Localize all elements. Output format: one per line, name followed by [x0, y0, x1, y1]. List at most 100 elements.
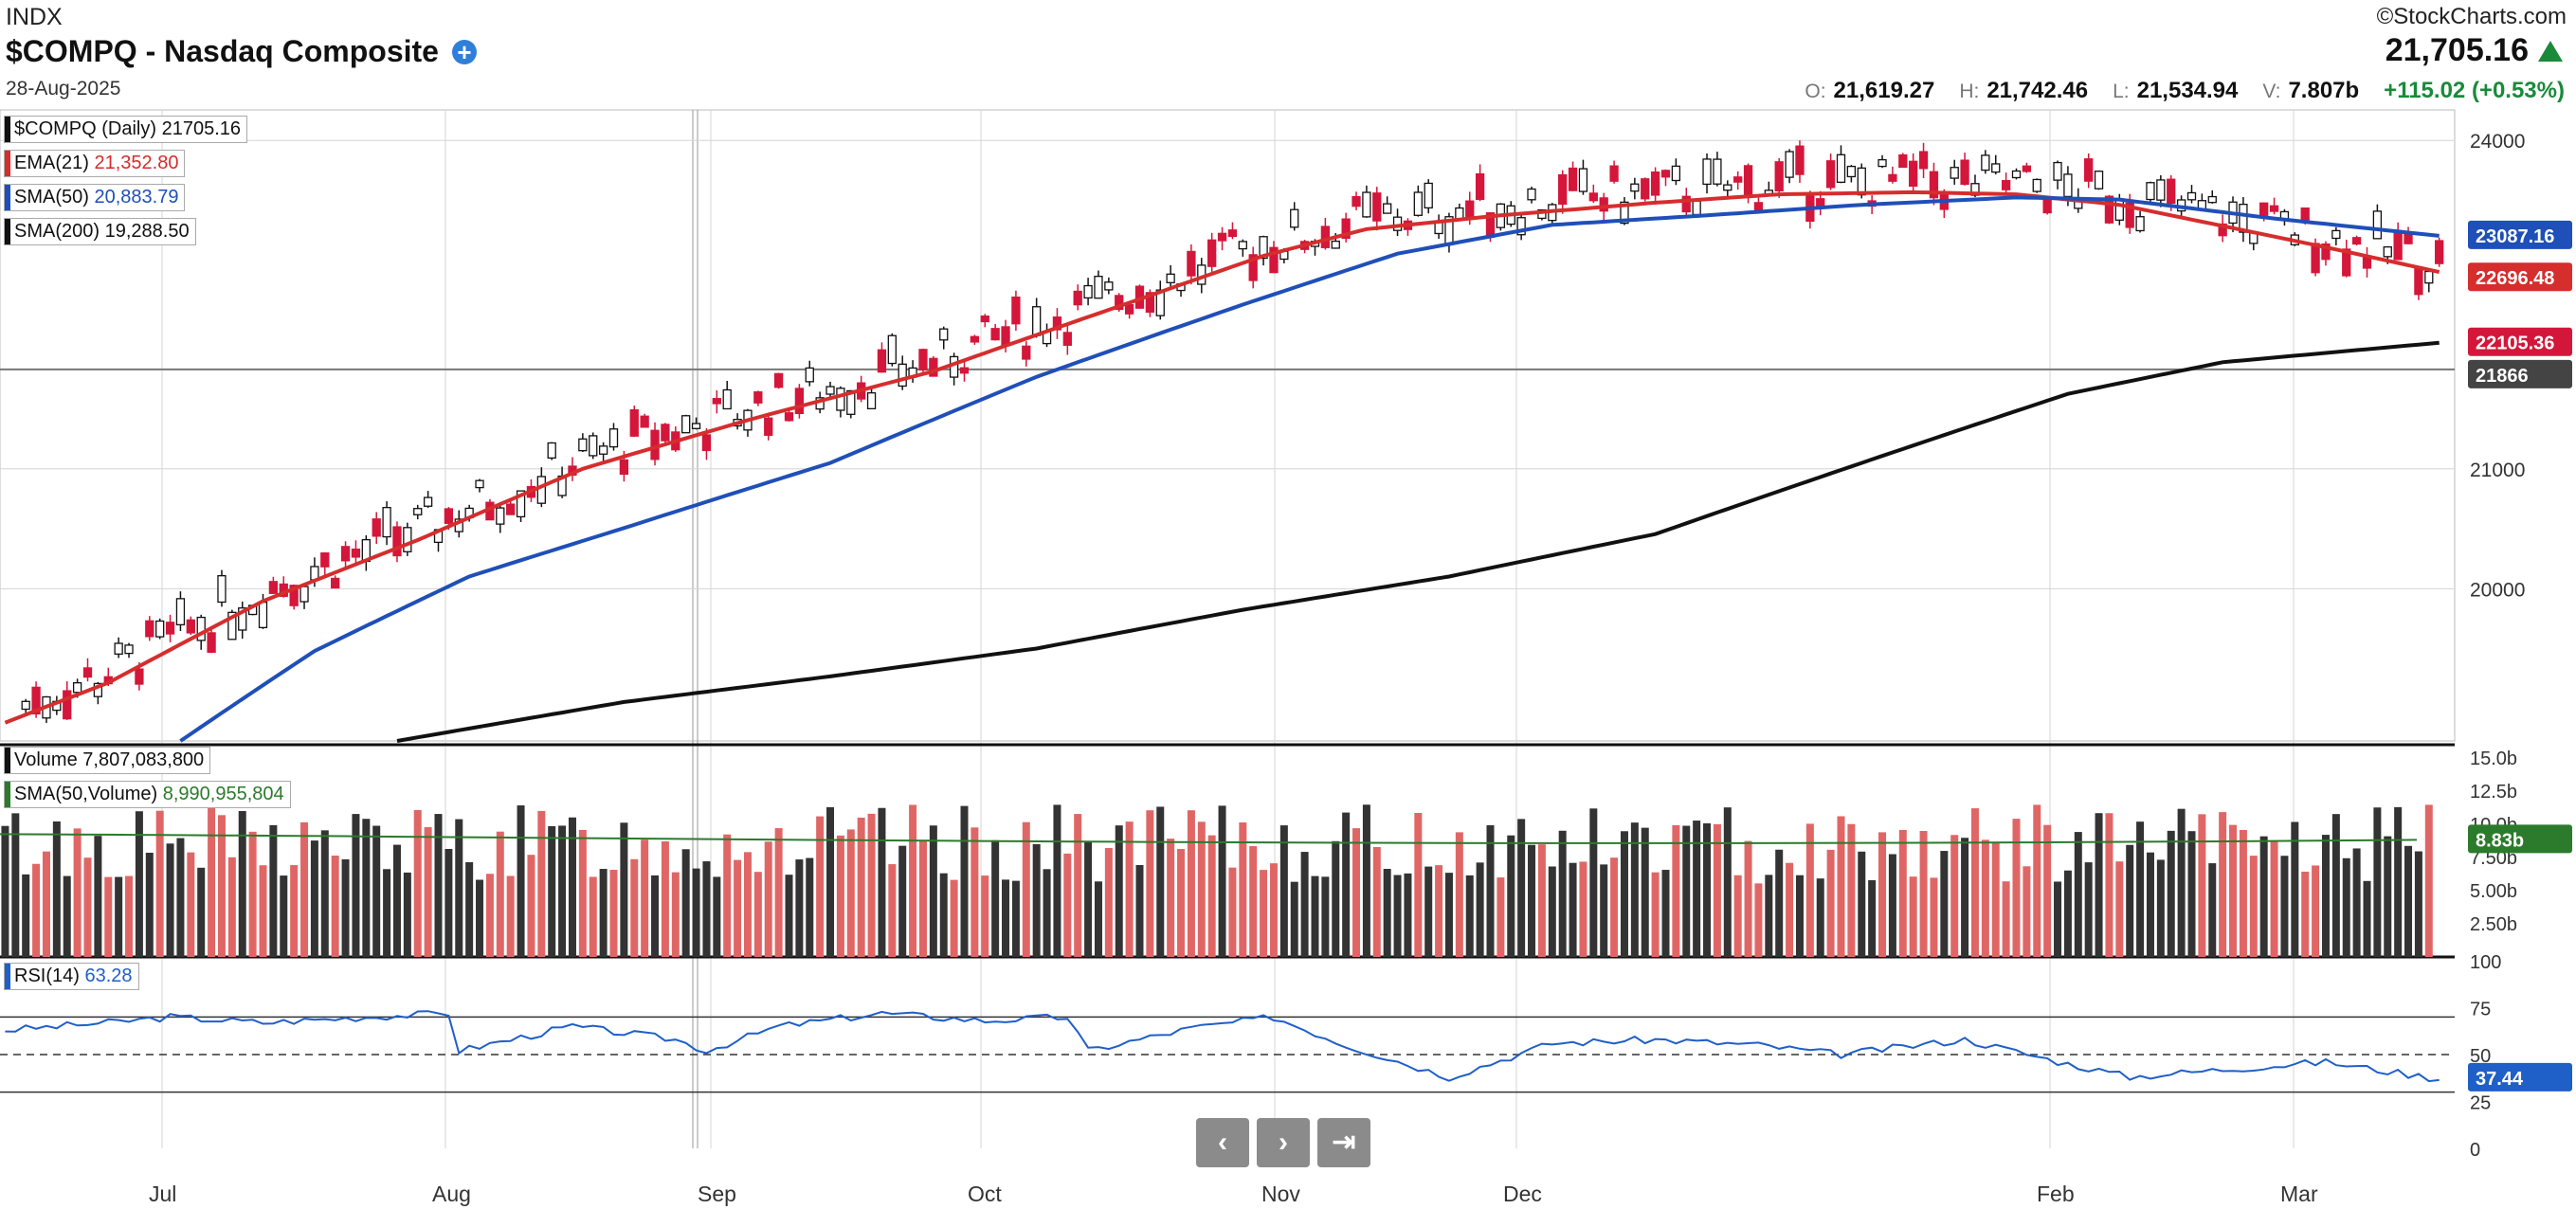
volume-bar [94, 836, 102, 957]
volume-bar [1805, 823, 1814, 957]
volume-bar [1383, 869, 1391, 957]
candle [2269, 205, 2279, 212]
candle [2393, 229, 2403, 261]
price-change: +115.02 (+0.53%) [2384, 78, 2565, 103]
chart-date: 28-Aug-2025 [6, 78, 121, 99]
volume-bar [971, 827, 979, 957]
volume-bar [2291, 821, 2299, 957]
volume-bar [455, 819, 463, 957]
add-icon[interactable]: + [451, 39, 477, 64]
volume-bar [702, 861, 711, 957]
end-button[interactable]: ⇥ [1317, 1118, 1370, 1167]
volume-bar [857, 817, 865, 957]
candle [2053, 161, 2062, 181]
volume-bar [713, 876, 721, 957]
low-label: L: [2113, 81, 2130, 102]
candle [1124, 304, 1134, 315]
volume-bar [517, 805, 525, 957]
candle [939, 328, 949, 341]
candle [258, 601, 268, 629]
candle [1774, 161, 1784, 192]
candle [289, 585, 299, 606]
volume-bar [630, 858, 639, 957]
candle [165, 622, 175, 635]
candle [1918, 151, 1929, 170]
legend-vol-sma: SMA(50,Volume) 8,990,955,804 [4, 781, 291, 808]
month-tick-label: Oct [968, 1182, 1002, 1206]
candle [2125, 202, 2134, 228]
legend-sma50: SMA(50) 20,883.79 [4, 184, 186, 211]
volume-bar [1497, 877, 1505, 957]
volume-bar [1868, 880, 1877, 957]
volume-bar [506, 875, 515, 957]
candle [929, 357, 938, 377]
candle [578, 438, 588, 452]
volume-bar [217, 815, 226, 957]
volume-bar [269, 824, 278, 957]
volume-bar [135, 811, 143, 957]
volume-bar [692, 868, 700, 957]
volume-bar [1620, 831, 1628, 957]
volume-bar [651, 875, 660, 957]
volume-bar [620, 822, 628, 957]
volume-bar [816, 816, 825, 957]
volume-bar [2280, 856, 2289, 957]
volume-bar [960, 805, 969, 957]
candle [2351, 237, 2362, 245]
volume-bar [372, 825, 381, 957]
volume-bar [1930, 877, 1938, 957]
volume-bar [1444, 873, 1453, 957]
candle [1888, 173, 1897, 182]
chart-title: $COMPQ - Nasdaq Composite [6, 34, 439, 68]
volume-bar [1837, 816, 1845, 957]
volume-bar [383, 869, 391, 957]
candle [1187, 250, 1196, 277]
candle [836, 388, 845, 411]
candle [1671, 165, 1681, 182]
candle [351, 548, 361, 558]
rsi-tick-label: 100 [2470, 952, 2501, 973]
legend-price-value: 21705.16 [161, 118, 241, 139]
volume-bar [2167, 830, 2175, 957]
volume-bar [1630, 822, 1639, 957]
volume-bar [32, 863, 41, 957]
legend-volume-value: 7,807,083,800 [82, 749, 205, 770]
volume-bar [11, 813, 20, 957]
candle [340, 546, 351, 562]
legend-rsi-value: 63.28 [84, 965, 133, 986]
candle [1795, 145, 1805, 175]
candle [207, 632, 216, 653]
volume-bar [527, 855, 535, 957]
candle [238, 607, 247, 631]
volume-bar [1260, 870, 1268, 957]
volume-bar [280, 875, 288, 957]
brand-label[interactable]: ©StockCharts.com [2376, 4, 2567, 29]
ohlc-row: O: 21,619.27 H: 21,742.46 L: 21,534.94 V: 7.… [1805, 78, 2565, 104]
last-price: 21,705.16 [2386, 32, 2563, 69]
volume-bar [2239, 829, 2247, 957]
prev-button[interactable]: ‹ [1196, 1118, 1249, 1167]
candle [1465, 200, 1475, 219]
volume-bar [2342, 857, 2350, 957]
volume-bar [1146, 810, 1154, 957]
volume-bar [1135, 864, 1144, 957]
candle [331, 577, 340, 589]
candle [135, 668, 144, 685]
candle [1857, 167, 1866, 196]
volume-bar [1600, 864, 1608, 957]
rsi-tick-label: 75 [2470, 1000, 2491, 1020]
volume-bar [723, 834, 732, 957]
volume-bar [434, 814, 443, 957]
volume-bar [2012, 819, 2021, 957]
volume-bar [1528, 844, 1536, 957]
candle [2331, 229, 2341, 240]
candle [227, 611, 237, 641]
volume-bar [1084, 840, 1093, 957]
candle [1733, 176, 1743, 183]
next-button[interactable]: › [1257, 1118, 1310, 1167]
volume-bar [1878, 832, 1887, 957]
candle [784, 412, 794, 422]
volume-bar [1744, 840, 1752, 957]
candle [413, 508, 423, 515]
